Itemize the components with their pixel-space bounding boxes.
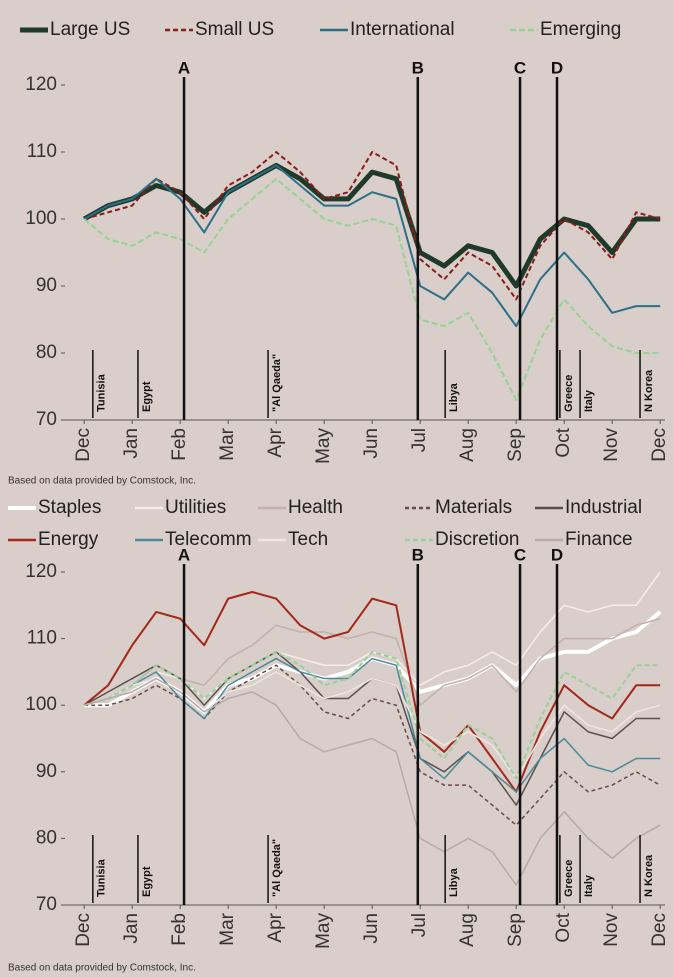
annotation-label: Tunisia (96, 858, 108, 897)
x-tick-label: Sep (505, 428, 526, 462)
x-tick-label: Oct (553, 912, 574, 942)
y-tick-label: 90 (36, 761, 57, 782)
event-label: C (514, 545, 526, 564)
legend-label: Small US (195, 19, 274, 40)
series-line (84, 664, 661, 826)
x-tick-label: Mar (217, 427, 238, 460)
x-tick-label: Apr (265, 427, 286, 457)
x-tick-label: Dec (649, 428, 670, 462)
series-line (83, 650, 661, 780)
x-tick-label: May (313, 428, 334, 464)
legend-label: International (350, 19, 455, 40)
y-tick-label: 70 (36, 409, 57, 430)
x-tick-label: Jun (361, 913, 382, 944)
x-tick-label: Oct (553, 427, 574, 457)
annotation-label: Italy (583, 874, 595, 897)
series-line (83, 590, 661, 793)
event-label: D (551, 58, 563, 77)
legend-label: Utilities (165, 497, 226, 518)
event-label: B (412, 58, 424, 77)
x-tick-label: May (313, 913, 334, 949)
legend-label: Telecomm (165, 529, 252, 550)
annotation-label: Tunisia (96, 373, 108, 412)
source-note: Based on data provided by Comstock, Inc. (8, 476, 196, 487)
x-tick-label: Mar (217, 912, 238, 945)
series-line (83, 164, 661, 328)
event-label: B (412, 545, 424, 564)
plot-area (65, 572, 665, 905)
legend-label: Health (288, 497, 343, 518)
legend-label: Materials (435, 497, 512, 518)
y-tick-label: 100 (25, 694, 57, 715)
annotation-label: Italy (583, 389, 595, 412)
annotation-label: "Al Qaeda" (271, 354, 283, 412)
legend-label: Emerging (540, 19, 621, 40)
y-tick-label: 110 (27, 628, 57, 649)
event-label: C (514, 58, 526, 77)
annotation-label: N Korea (643, 854, 655, 897)
series-line (83, 177, 661, 401)
x-tick-label: Dec (649, 913, 670, 947)
event-label: A (178, 545, 190, 564)
y-tick-label: 110 (27, 141, 57, 162)
x-tick-label: Jun (361, 428, 382, 459)
legend-label: Tech (288, 529, 328, 550)
x-tick-label: Jan (121, 913, 142, 944)
x-tick-label: Jul (409, 428, 430, 452)
y-tick-label: 80 (36, 342, 57, 363)
series-line (83, 151, 661, 301)
annotation-label: Libya (448, 867, 460, 897)
y-tick-label: 120 (25, 74, 57, 95)
legend-label: Large US (50, 19, 130, 40)
legend-label: Industrial (565, 497, 642, 518)
series-line (83, 677, 661, 886)
x-tick-label: Jan (121, 428, 142, 459)
annotation-label: Egypt (141, 866, 153, 897)
annotation-label: Greece (563, 860, 575, 897)
legend-label: Finance (565, 529, 633, 550)
legend-label: Discretion (435, 529, 519, 550)
annotation-label: Libya (448, 382, 460, 412)
annotation-label: Greece (563, 375, 575, 412)
x-tick-label: Dec (73, 428, 94, 462)
legend-label: Staples (38, 497, 101, 518)
plot-area (65, 85, 665, 420)
source-note: Based on data provided by Comstock, Inc. (8, 963, 196, 974)
y-tick-label: 90 (36, 275, 57, 296)
legend-label: Energy (38, 529, 99, 550)
event-label: A (178, 58, 190, 77)
x-tick-label: Apr (265, 912, 286, 942)
annotation-label: "Al Qaeda" (271, 839, 283, 897)
x-tick-label: Aug (457, 428, 478, 462)
x-tick-label: Sep (505, 913, 526, 947)
y-tick-label: 120 (25, 561, 57, 582)
annotation-label: N Korea (643, 369, 655, 412)
annotation-label: Egypt (141, 381, 153, 412)
x-tick-label: Feb (169, 913, 190, 946)
y-tick-label: 70 (36, 894, 57, 915)
event-label: D (551, 545, 563, 564)
y-tick-label: 100 (25, 208, 57, 229)
x-tick-label: Dec (73, 913, 94, 947)
y-tick-label: 80 (36, 827, 57, 848)
x-tick-label: Nov (601, 913, 622, 947)
x-tick-label: Jul (409, 913, 430, 937)
x-tick-label: Feb (169, 428, 190, 461)
series-line (83, 657, 661, 793)
x-tick-label: Nov (601, 428, 622, 462)
x-tick-label: Aug (457, 913, 478, 947)
